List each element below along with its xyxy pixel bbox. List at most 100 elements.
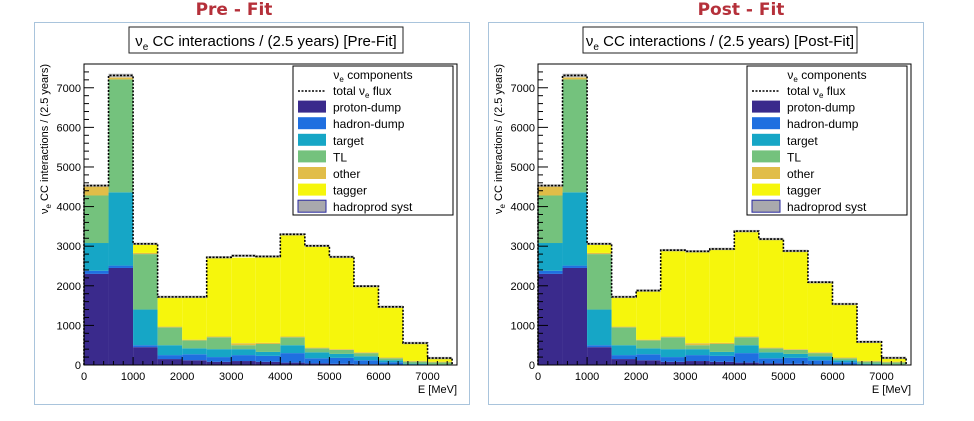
chart-title-text: νe CC interactions / (2.5 years) [Pre-Fi… [135, 33, 396, 53]
bar-target-bin-13 [403, 363, 428, 365]
legend-title: νe components [787, 68, 866, 84]
syst-band-bin-8 [280, 233, 305, 236]
syst-band-bin-7 [709, 247, 735, 251]
bar-tagger-bin-6 [231, 257, 256, 344]
bar-TL-bin-1 [562, 79, 588, 193]
legend-label-other: other [333, 167, 360, 181]
bar-target-bin-5 [660, 349, 686, 358]
bar-proton-dump-bin-10 [783, 363, 808, 365]
legend-title: νe components [333, 68, 412, 84]
pre-fit-panel: νe CC interactions / (2.5 years) [Pre-Fi… [34, 22, 470, 405]
bar-hadron-dump-bin-9 [304, 358, 330, 364]
y-tick-label-2000: 2000 [57, 281, 81, 293]
bar-target-bin-11 [807, 356, 833, 361]
bar-proton-dump-bin-0 [84, 273, 109, 365]
y-tick-label-6000: 6000 [511, 122, 535, 134]
x-tick-label-3000: 3000 [673, 371, 697, 383]
bar-proton-dump-bin-0 [538, 273, 563, 365]
bar-other-bin-8 [280, 336, 305, 338]
bar-other-bin-1 [562, 77, 588, 80]
bar-TL-bin-14 [881, 362, 907, 365]
bar-tagger-bin-7 [709, 248, 735, 343]
bar-tagger-bin-4 [182, 296, 207, 340]
bar-proton-dump-bin-10 [329, 363, 354, 365]
bar-TL-bin-12 [378, 358, 404, 361]
bar-target-bin-3 [611, 345, 637, 356]
pre-fit-chart: νe CC interactions / (2.5 years) [Pre-Fi… [39, 26, 458, 396]
syst-band-bin-12 [832, 302, 858, 306]
legend-label-TL: TL [333, 150, 347, 164]
bar-TL-bin-11 [807, 353, 833, 357]
bar-TL-bin-10 [329, 349, 354, 354]
x-tick-label-2000: 2000 [170, 371, 194, 383]
syst-band-bin-5 [206, 256, 232, 259]
bar-other-bin-5 [660, 336, 686, 338]
bar-tagger-bin-11 [353, 286, 379, 353]
bar-target-bin-12 [378, 360, 404, 363]
syst-band-bin-0 [84, 184, 109, 187]
y-tick-label-0: 0 [75, 360, 81, 372]
x-tick-label-7000: 7000 [869, 371, 893, 383]
bar-other-bin-10 [329, 349, 354, 350]
bar-target-bin-5 [206, 349, 232, 358]
bar-other-bin-4 [636, 339, 661, 341]
bar-target-bin-12 [832, 360, 858, 363]
bar-TL-bin-14 [427, 362, 453, 365]
x-tick-label-1000: 1000 [121, 371, 145, 383]
bar-hadron-dump-bin-7 [709, 355, 735, 362]
bar-hadron-dump-bin-5 [206, 357, 232, 362]
bar-other-bin-13 [857, 360, 882, 362]
bar-hadron-dump-bin-0 [84, 270, 109, 274]
y-axis: 0 1000 2000 3000 4000 5000 6000 7000 νe CC inter… [493, 64, 548, 372]
bar-proton-dump-bin-9 [758, 363, 784, 365]
bar-TL-bin-3 [611, 327, 637, 346]
bar-tagger-bin-3 [157, 296, 183, 327]
bar-hadron-dump-bin-0 [538, 270, 563, 274]
legend-swatch-hadroprod-syst [297, 199, 327, 213]
legend-label-total-flux: total νe flux [787, 84, 845, 100]
y-axis-label: νe CC interactions / (2.5 years) [39, 64, 53, 214]
bar-other-bin-9 [304, 347, 330, 349]
legend-label-tagger: tagger [787, 184, 821, 198]
bar-tagger-bin-12 [832, 304, 858, 358]
y-tick-label-7000: 7000 [57, 83, 81, 95]
syst-band-bin-11 [353, 284, 379, 288]
legend-label-hadron-dump: hadron-dump [333, 117, 405, 131]
bar-TL-bin-6 [231, 345, 256, 350]
bar-other-bin-6 [231, 343, 256, 346]
bar-target-bin-9 [304, 352, 330, 359]
bar-proton-dump-bin-9 [304, 363, 330, 365]
chart-title-box [128, 26, 404, 54]
bar-target-bin-9 [758, 352, 784, 359]
bar-hadron-dump-bin-11 [353, 360, 379, 365]
series-proton-dump [538, 267, 907, 365]
bar-hadron-dump-bin-9 [758, 358, 784, 364]
bar-TL-bin-8 [280, 337, 305, 346]
bar-hadron-dump-bin-5 [660, 357, 686, 362]
bar-hadron-dump-bin-3 [611, 355, 637, 360]
x-tick-label-3000: 3000 [219, 371, 243, 383]
bar-other-bin-13 [403, 360, 428, 362]
bar-other-bin-2 [587, 252, 612, 255]
bar-TL-bin-12 [832, 358, 858, 361]
bar-target-bin-6 [685, 349, 710, 356]
bar-other-bin-3 [611, 326, 637, 328]
y-axis: 0 1000 2000 3000 4000 5000 6000 7000 νe CC inter… [39, 64, 94, 372]
series-proton-dump [84, 267, 453, 365]
y-tick-label-5000: 5000 [511, 162, 535, 174]
legend-swatch-target [298, 133, 326, 146]
bar-other-bin-11 [353, 352, 379, 354]
bar-hadron-dump-bin-3 [157, 355, 183, 360]
bar-proton-dump-bin-8 [734, 362, 759, 365]
bar-hadron-dump-bin-4 [182, 354, 207, 361]
bar-TL-bin-11 [353, 353, 379, 357]
bar-other-bin-2 [133, 252, 158, 255]
bar-TL-bin-8 [734, 337, 759, 346]
legend-label-tagger: tagger [333, 184, 367, 198]
bar-hadron-dump-bin-10 [329, 357, 354, 364]
bar-target-bin-6 [231, 349, 256, 356]
legend-label-hadroprod-syst: hadroprod syst [787, 200, 867, 214]
y-tick-label-3000: 3000 [57, 241, 81, 253]
syst-band-bin-12 [378, 305, 404, 308]
